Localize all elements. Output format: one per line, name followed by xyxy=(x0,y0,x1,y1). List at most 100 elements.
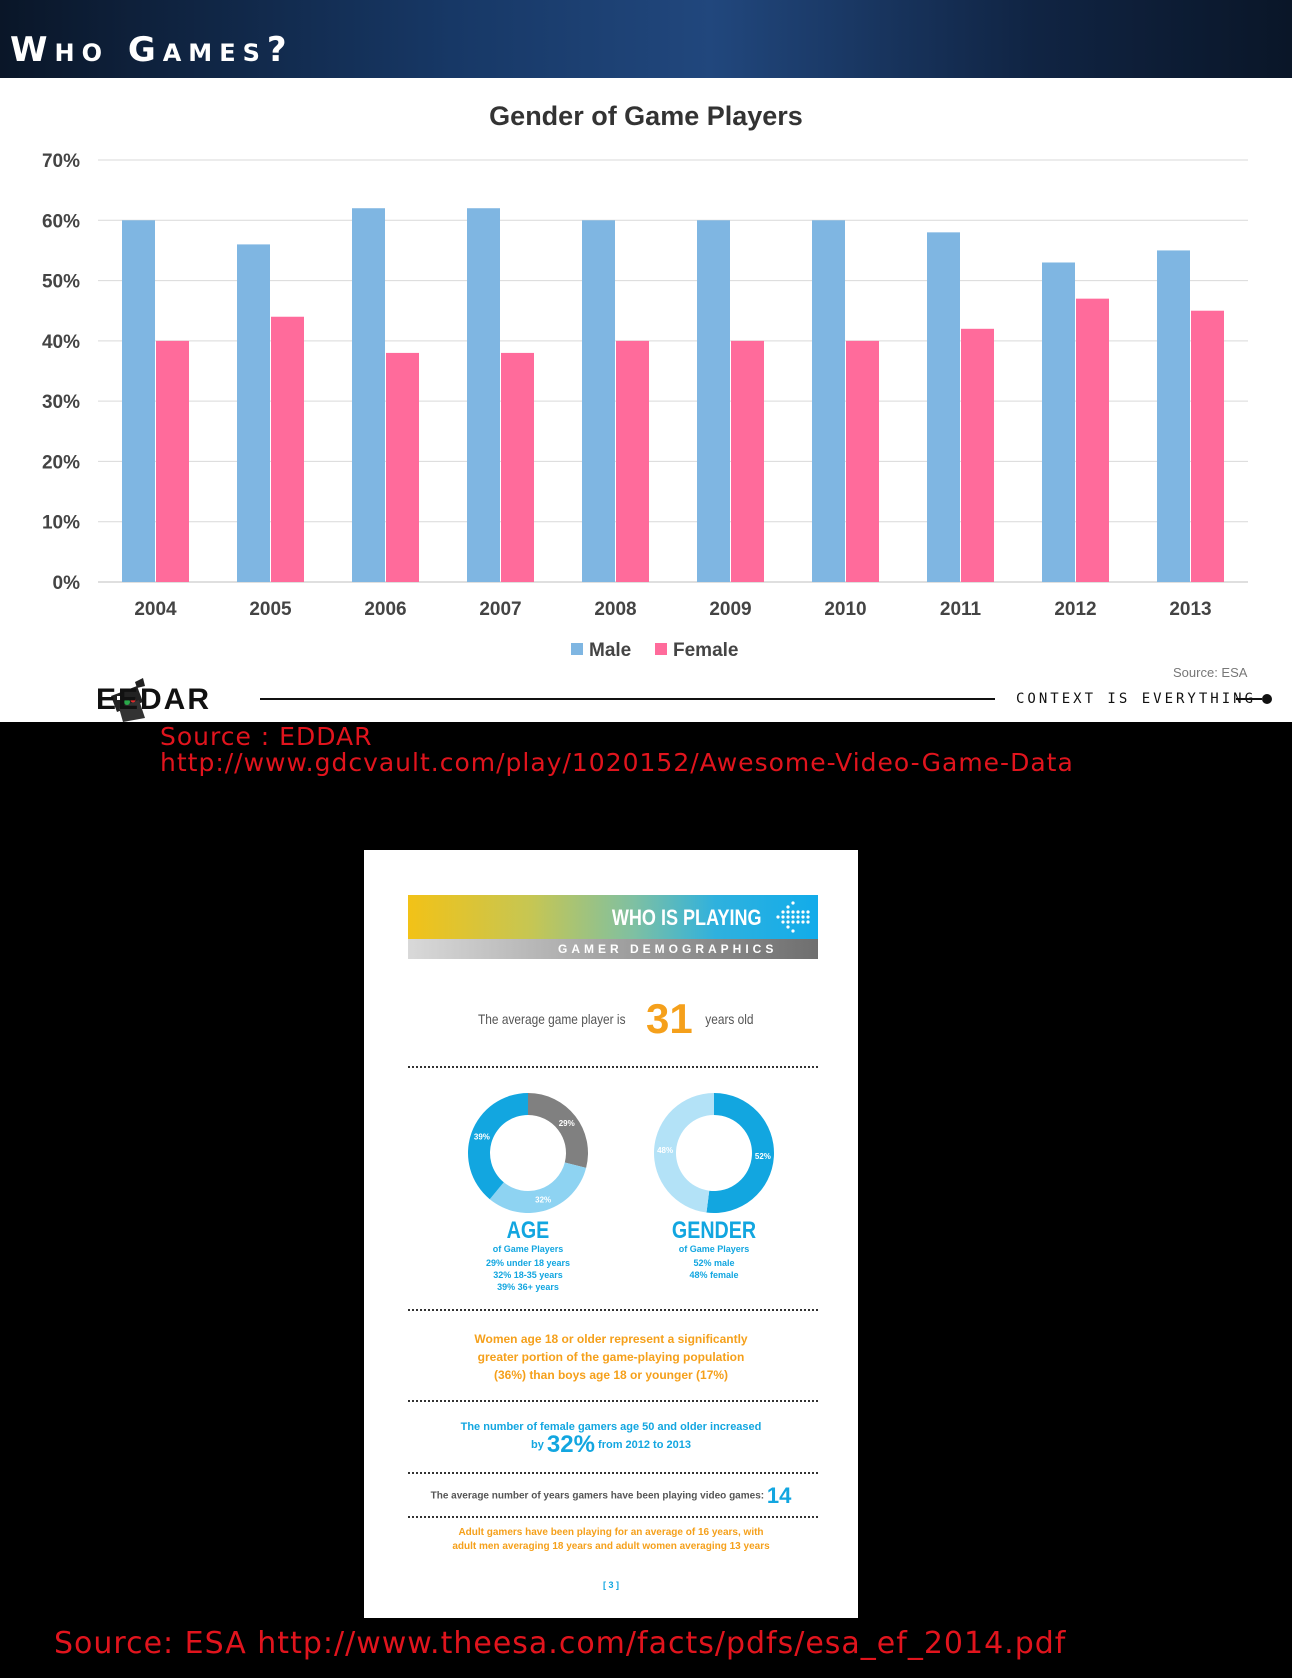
female-50-statement: The number of female gamers age 50 and o… xyxy=(424,1419,798,1457)
y-tick-label: 0% xyxy=(53,573,81,594)
eedar-logo-icon xyxy=(111,678,145,722)
adult-line: adult men averaging 18 years and adult w… xyxy=(452,1541,770,1552)
divider-dot xyxy=(1262,694,1272,704)
x-tick-label: 2007 xyxy=(479,599,521,620)
bar-male xyxy=(1042,262,1075,582)
y-tick-label: 60% xyxy=(42,211,80,232)
age-title: AGE xyxy=(506,1217,550,1244)
bar-female xyxy=(616,340,649,582)
bar-male xyxy=(352,208,385,582)
dotted-arrow-icon xyxy=(776,901,810,933)
dotted-divider xyxy=(408,1516,818,1518)
bar-male xyxy=(467,208,500,582)
y-tick-label: 70% xyxy=(42,151,80,172)
gender-title: GENDER xyxy=(671,1217,757,1244)
bar-chart: Gender of Game Players 0% 10% 20% 30% 40% 50% 6… xyxy=(42,101,1248,661)
age-line: 32% 18-35 years xyxy=(493,1270,563,1280)
bar-male xyxy=(812,220,845,583)
tagline: CONTEXT IS EVERYTHING xyxy=(1016,691,1257,707)
donut-slice xyxy=(468,1093,528,1200)
doc-title: WHO IS PLAYING xyxy=(612,905,762,930)
chart-source: Source: ESA xyxy=(1173,665,1248,680)
donut-label: 29% xyxy=(559,1119,575,1128)
gender-line: 48% female xyxy=(689,1270,739,1280)
source-esa[interactable]: Source: ESA http://www.theesa.com/facts/… xyxy=(54,1626,1067,1661)
source-eedar-url[interactable]: http://www.gdcvault.com/play/1020152/Awe… xyxy=(160,748,1074,777)
bar-female xyxy=(386,352,419,582)
avg-suffix: years old xyxy=(704,1011,754,1028)
adult-gamers-statement: Adult gamers have been playing for an av… xyxy=(424,1526,798,1554)
source-eedar-label: Source : EDDAR xyxy=(160,722,373,751)
x-tick-label: 2008 xyxy=(594,599,636,620)
y-tick-label: 40% xyxy=(42,332,80,353)
adult-line: Adult gamers have been playing for an av… xyxy=(458,1527,764,1538)
gender-subtitle: of Game Players xyxy=(678,1244,750,1254)
divider-line xyxy=(260,698,995,700)
x-tick-label: 2009 xyxy=(709,599,751,620)
women-line: greater portion of the game-playing popu… xyxy=(477,1350,745,1364)
bar-male xyxy=(1157,250,1190,582)
y-tick-label: 50% xyxy=(42,272,80,293)
female-50-by: by xyxy=(531,1439,544,1451)
bar-female xyxy=(1191,310,1224,582)
legend-label-female: Female xyxy=(673,640,738,661)
avg-value: 31 xyxy=(646,995,693,1043)
years-value: 14 xyxy=(766,1483,792,1508)
female-50-value: 32% xyxy=(546,1431,595,1459)
legend-label-male: Male xyxy=(589,640,631,661)
doc-subtitle: GAMER DEMOGRAPHICS xyxy=(558,942,778,956)
bar-female xyxy=(271,316,304,582)
eedar-logo-text: EEDAR xyxy=(96,683,212,716)
bar-male xyxy=(237,244,270,582)
x-tick-label: 2010 xyxy=(824,599,866,620)
donut-slice xyxy=(489,1162,587,1213)
bar-male xyxy=(927,232,960,583)
x-tick-label: 2013 xyxy=(1169,599,1211,620)
donut-slice xyxy=(528,1093,588,1168)
age-breakdown: 29% under 18 years 32% 18-35 years 39% 3… xyxy=(438,1257,618,1293)
y-tick-label: 20% xyxy=(42,452,80,473)
dotted-divider xyxy=(408,1309,818,1311)
x-tick-label: 2012 xyxy=(1054,599,1096,620)
doc-subheader: GAMER DEMOGRAPHICS xyxy=(408,939,818,959)
legend-swatch-female xyxy=(655,643,667,655)
years-playing-statement: The average number of years gamers have … xyxy=(424,1482,798,1511)
bar-male xyxy=(697,220,730,583)
bar-female xyxy=(731,340,764,582)
x-tick-label: 2006 xyxy=(364,599,406,620)
gender-breakdown: 52% male 48% female xyxy=(624,1257,804,1281)
header-band: Who Games? xyxy=(0,0,1292,78)
female-50-line2: by 32% from 2012 to 2013 xyxy=(424,1433,798,1457)
x-tick-label: 2004 xyxy=(134,599,177,620)
average-age-row: The average game player is 31 years old xyxy=(364,995,858,1043)
avg-prefix: The average game player is xyxy=(477,1011,626,1028)
bar-female xyxy=(156,340,189,582)
bar-male xyxy=(582,220,615,583)
esa-infographic: WHO IS PLAYING GAMER DEMOGRAPHICS The av… xyxy=(364,850,858,1618)
bar-female xyxy=(1076,298,1109,582)
chart-slide: Gender of Game Players 0% 10% 20% 30% 40% 50% 6… xyxy=(0,78,1292,722)
age-donut-chart: 29% 32% 39% xyxy=(468,1093,588,1213)
female-50-rest: from 2012 to 2013 xyxy=(598,1439,691,1451)
age-subtitle: of Game Players xyxy=(492,1244,564,1254)
donut-label: 48% xyxy=(657,1146,673,1155)
bar-female xyxy=(846,340,879,582)
donut-label: 52% xyxy=(755,1152,771,1161)
dotted-divider xyxy=(408,1400,818,1402)
age-line: 39% 36+ years xyxy=(497,1282,559,1292)
legend-swatch-male xyxy=(571,643,583,655)
divider-line-right xyxy=(1236,698,1262,700)
donut-slice xyxy=(706,1093,774,1213)
gender-line: 52% male xyxy=(693,1258,735,1268)
age-line: 29% under 18 years xyxy=(485,1258,571,1268)
page-number: [ 3 ] xyxy=(602,1580,619,1590)
page-title: Who Games? xyxy=(10,30,294,70)
dotted-divider xyxy=(408,1066,818,1068)
bar-male xyxy=(122,220,155,583)
female-50-line1: The number of female gamers age 50 and o… xyxy=(460,1421,762,1433)
women-line: Women age 18 or older represent a signif… xyxy=(474,1332,748,1346)
bar-female xyxy=(501,352,534,582)
dotted-divider xyxy=(408,1472,818,1474)
x-tick-label: 2011 xyxy=(940,599,982,620)
